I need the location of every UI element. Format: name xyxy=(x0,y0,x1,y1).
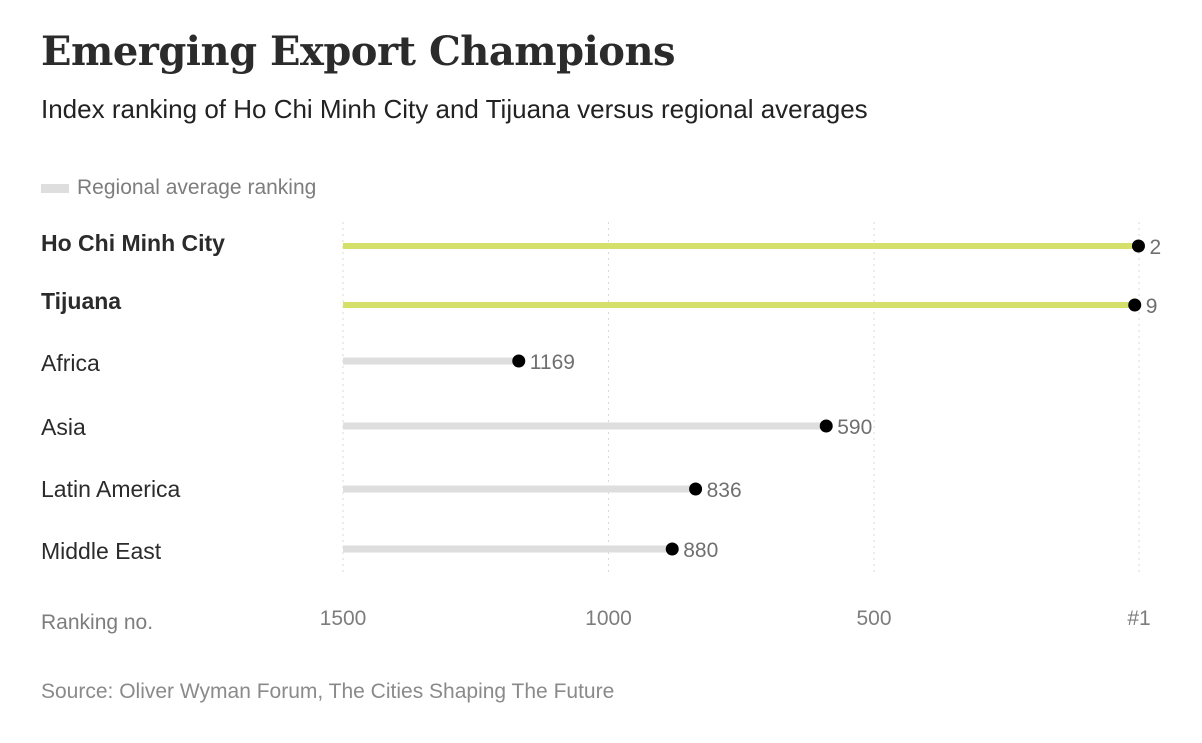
row-label: Latin America xyxy=(41,476,181,502)
x-tick-label: 1000 xyxy=(585,607,632,630)
chart-title: Emerging Export Champions xyxy=(41,28,676,75)
value-label: 1169 xyxy=(530,351,575,374)
data-point xyxy=(665,542,679,556)
row-label: Ho Chi Minh City xyxy=(41,230,225,256)
legend-label: Regional average ranking xyxy=(77,176,317,199)
value-label: 2 xyxy=(1149,236,1161,259)
value-label: 590 xyxy=(837,416,872,439)
row-label: Africa xyxy=(41,350,100,376)
legend: Regional average ranking xyxy=(41,176,316,200)
row-label: Asia xyxy=(41,414,86,440)
x-axis-label: Ranking no. xyxy=(41,611,153,634)
data-point xyxy=(1131,239,1145,253)
data-point xyxy=(819,419,833,433)
chart-subtitle: Index ranking of Ho Chi Minh City and Ti… xyxy=(41,94,868,124)
value-label: 880 xyxy=(683,539,718,562)
data-point xyxy=(1128,298,1142,312)
x-tick-label: #1 xyxy=(1127,607,1150,630)
value-label: 9 xyxy=(1146,295,1158,318)
source-note: Source: Oliver Wyman Forum, The Cities S… xyxy=(41,680,615,703)
value-label: 836 xyxy=(707,479,742,502)
dot-bar-chart: 1500 1000 500 #1 Ranking no. Ho Chi Minh City… xyxy=(41,222,1161,634)
data-point xyxy=(512,354,526,368)
data-point xyxy=(689,482,703,496)
x-tick-label: 1500 xyxy=(320,607,367,630)
row-label: Tijuana xyxy=(41,288,121,314)
legend-swatch xyxy=(41,183,69,193)
x-tick-label: 500 xyxy=(856,607,891,630)
row-label: Middle East xyxy=(41,538,162,564)
